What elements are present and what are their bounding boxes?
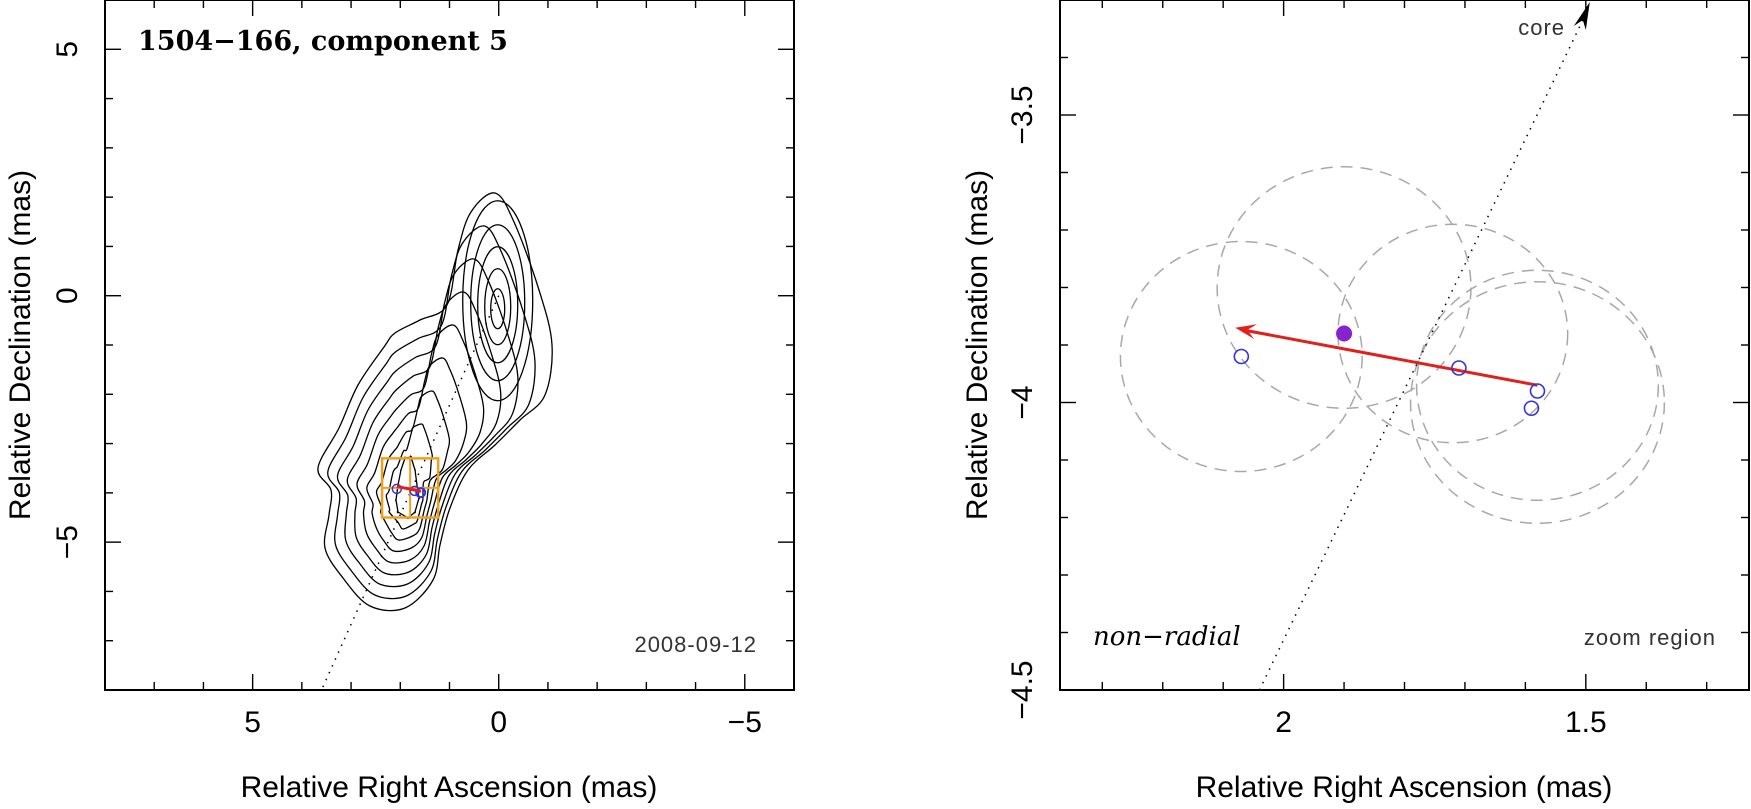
left-x-axis-label: Relative Right Ascension (mas) xyxy=(241,771,658,804)
right-x-tick-label: 2 xyxy=(1275,706,1292,739)
left-x-tick-label: 5 xyxy=(244,706,261,739)
left-y-tick-label: 5 xyxy=(51,41,84,58)
left-ridge-line xyxy=(320,295,500,690)
right-panel: 2 1.5 −4.5 −4 −3.5 zoom region non−radial co… xyxy=(961,0,1750,804)
left-panel-title: 1504−166, component 5 xyxy=(138,26,508,57)
left-axis-frame xyxy=(104,0,795,691)
core-contour xyxy=(470,224,526,382)
core-contour xyxy=(484,268,512,346)
right-y-axis-label: Relative Declination (mas) xyxy=(961,170,994,520)
left-plot-marks xyxy=(320,295,500,690)
right-ridge-line xyxy=(1258,13,1587,690)
uncertainty-circle xyxy=(1415,269,1660,501)
component-marker xyxy=(1451,360,1467,376)
contour-line xyxy=(375,390,451,541)
uncertainty-circle xyxy=(1119,240,1363,473)
core-label: core xyxy=(1518,15,1565,40)
left-y-axis-label: Relative Declination (mas) xyxy=(4,170,37,520)
contour-line xyxy=(346,291,502,576)
contour-line xyxy=(336,258,519,588)
core-contour xyxy=(462,200,534,402)
left-y-tick-label: 0 xyxy=(51,287,84,304)
left-motion-vector xyxy=(396,484,422,493)
component-marker xyxy=(1233,348,1250,365)
left-y-tick-label: −5 xyxy=(51,525,84,559)
core-contour xyxy=(477,246,519,364)
contour-line xyxy=(317,192,553,612)
contour-line xyxy=(356,324,485,564)
motion-vector-arrowhead xyxy=(1235,324,1257,340)
mean-position-marker xyxy=(1336,325,1353,342)
left-component-marker xyxy=(391,483,403,495)
zoom-plot-marks xyxy=(1119,2,1666,690)
left-panel: 5 0 −5 −5 0 5 1504−166, component 5 2008-09-1… xyxy=(4,0,795,804)
core-arrowhead xyxy=(1573,2,1590,30)
right-y-tick-label: −4.5 xyxy=(1006,660,1039,719)
uncertainty-circle xyxy=(1337,223,1569,444)
right-x-tick-label: 1.5 xyxy=(1565,706,1607,739)
left-ticks: 5 0 −5 −5 0 5 xyxy=(51,0,795,739)
right-y-tick-label: −4 xyxy=(1006,385,1039,419)
right-x-axis-label: Relative Right Ascension (mas) xyxy=(1196,771,1613,804)
contour-line xyxy=(385,423,433,530)
component-marker xyxy=(1523,400,1540,417)
component-marker xyxy=(1529,383,1546,399)
left-x-tick-label: 0 xyxy=(490,706,507,739)
right-y-tick-label: −3.5 xyxy=(1006,85,1039,144)
contour-line xyxy=(327,225,536,600)
core-contour xyxy=(490,288,506,330)
uncertainty-circle xyxy=(1216,166,1472,409)
right-axis-frame xyxy=(1059,0,1750,691)
epoch-label: 2008-09-12 xyxy=(634,632,757,657)
zoom-region-label: zoom region xyxy=(1584,625,1716,650)
motion-vector xyxy=(1246,329,1538,387)
left-x-tick-label: −5 xyxy=(728,706,762,739)
contour-map xyxy=(317,192,553,612)
right-ticks: 2 1.5 −4.5 −4 −3.5 xyxy=(1006,0,1749,739)
contour-line xyxy=(366,357,468,553)
non-radial-label: non−radial xyxy=(1093,622,1241,652)
uncertainty-circle xyxy=(1409,281,1666,524)
left-component-marker xyxy=(415,487,426,499)
